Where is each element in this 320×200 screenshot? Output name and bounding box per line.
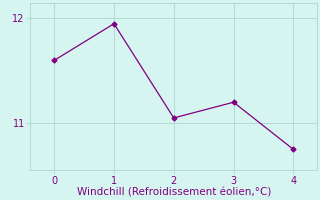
X-axis label: Windchill (Refroidissement éolien,°C): Windchill (Refroidissement éolien,°C) [76,187,271,197]
